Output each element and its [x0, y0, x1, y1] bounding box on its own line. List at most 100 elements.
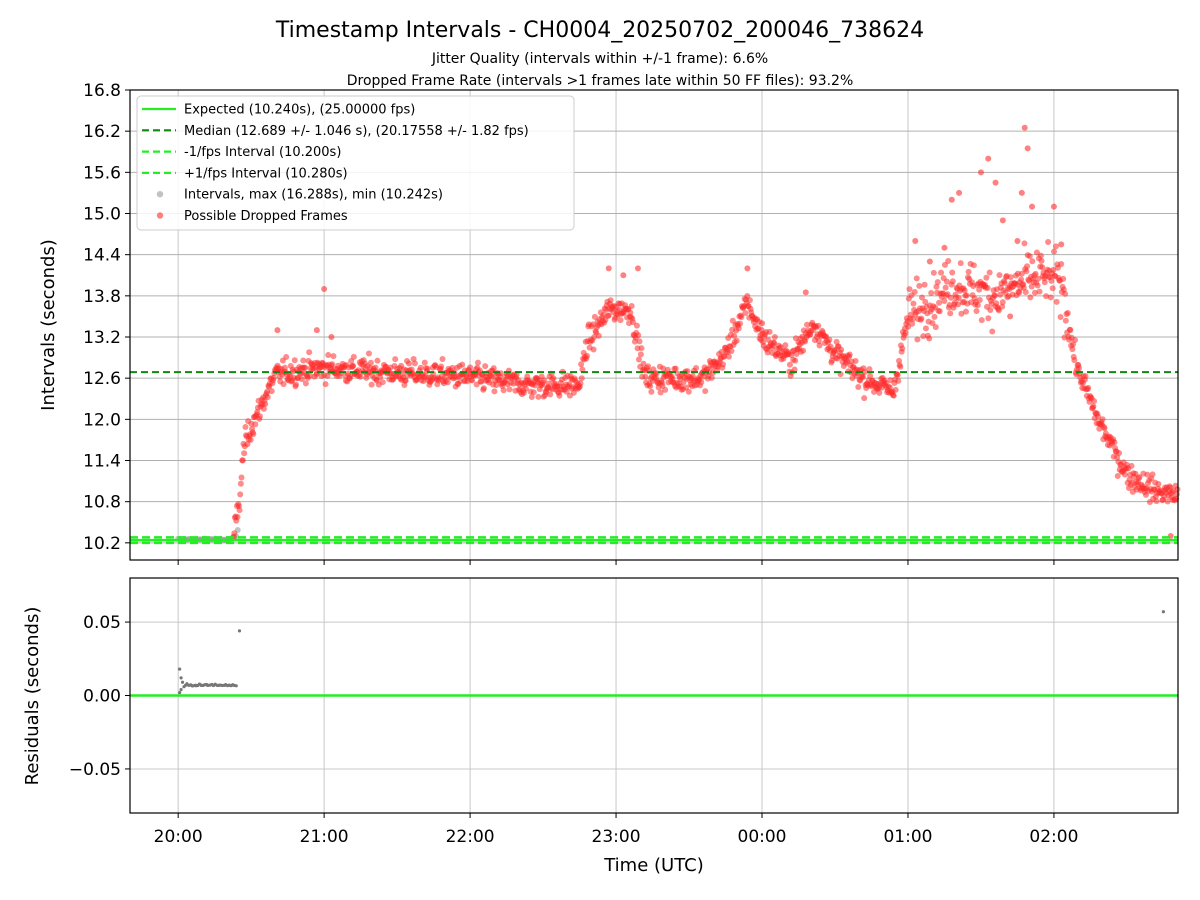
dropped-frame-point: [607, 297, 614, 304]
dropped-frame-point: [947, 310, 954, 317]
residual-point: [178, 667, 182, 671]
residual-point: [1161, 610, 1166, 614]
dropped-frame-point: [1164, 498, 1171, 505]
dropped-frame-point: [638, 345, 645, 352]
residuals-y-tick-label: 0.05: [83, 613, 121, 633]
dropped-frame-point: [1099, 416, 1106, 423]
dropped-frame-point: [685, 388, 692, 395]
dropped-frame-point: [733, 337, 740, 344]
dropped-frame-outlier-point: [985, 155, 992, 162]
dropped-frame-point: [855, 384, 862, 391]
dropped-frame-point: [791, 366, 798, 373]
dropped-frame-point: [350, 353, 357, 360]
dropped-frame-point: [590, 346, 597, 353]
dropped-frame-point: [963, 292, 970, 299]
dropped-frame-rate-subtitle: Dropped Frame Rate (intervals >1 frames …: [347, 73, 854, 89]
dropped-frame-outlier-point: [1024, 145, 1031, 152]
x-tick-label: 00:00: [738, 827, 787, 847]
chart-title: Timestamp Intervals - CH0004_20250702_20…: [275, 18, 924, 43]
intervals-y-tick-label: 13.8: [83, 287, 121, 307]
legend-marker: [156, 212, 164, 219]
dropped-frame-point: [1082, 373, 1089, 380]
dropped-frame-point: [1023, 268, 1030, 275]
dropped-frame-outlier-point: [1014, 237, 1021, 244]
dropped-frame-point: [528, 393, 535, 400]
dropped-frame-point: [984, 284, 991, 291]
dropped-frame-point: [584, 352, 591, 359]
dropped-frame-point: [1155, 481, 1162, 488]
dropped-frame-point: [322, 381, 329, 388]
dropped-frame-point: [718, 348, 725, 355]
dropped-frame-point: [1036, 288, 1043, 295]
dropped-frame-point: [595, 332, 602, 339]
dropped-frame-point: [1053, 298, 1060, 305]
residual-point: [178, 690, 182, 695]
x-tick-label: 01:00: [883, 827, 932, 847]
dropped-frame-point: [627, 309, 634, 316]
dropped-frame-point: [1072, 337, 1079, 344]
dropped-frame-point: [291, 357, 298, 364]
dropped-frame-point: [978, 317, 985, 324]
dropped-frame-point: [926, 335, 933, 342]
dropped-frame-point: [965, 268, 972, 275]
dropped-frame-point: [635, 332, 642, 339]
dropped-frame-point: [936, 308, 943, 315]
dropped-frame-point: [1021, 240, 1028, 247]
dropped-frame-point: [482, 363, 489, 370]
residuals-axis-ticks: 20:00 21:00 22:00 23:00 00:00 01:00 02:00 −0.05…: [69, 613, 1079, 847]
intervals-plot-frame: [129, 89, 1179, 561]
x-tick-label: 02:00: [1029, 827, 1078, 847]
dropped-frame-point: [329, 361, 336, 368]
dropped-frame-point: [547, 391, 554, 398]
dropped-frame-point: [298, 376, 305, 383]
dropped-frame-point: [640, 360, 647, 367]
dropped-frame-point: [392, 356, 399, 363]
dropped-frame-outlier-point: [802, 289, 809, 296]
dropped-frame-point: [932, 324, 939, 331]
dropped-frame-point: [1149, 471, 1156, 478]
dropped-frame-point: [467, 364, 474, 371]
dropped-frame-outlier-point: [1058, 241, 1065, 248]
intervals-reference-lines: [130, 371, 1178, 545]
dropped-frame-point: [374, 357, 381, 364]
dropped-frame-point: [1026, 253, 1033, 260]
dropped-frame-outlier-point: [1018, 189, 1025, 196]
dropped-frame-outlier-point: [999, 217, 1006, 224]
dropped-frame-point: [368, 381, 375, 388]
dropped-frame-point: [909, 316, 916, 323]
dropped-frame-point: [911, 288, 918, 295]
dropped-frame-point: [800, 347, 807, 354]
dropped-frame-point: [493, 382, 500, 389]
dropped-frame-point: [449, 364, 456, 371]
dropped-frame-point: [943, 278, 950, 285]
dropped-frame-point: [1090, 403, 1097, 410]
dropped-frame-point: [1062, 290, 1069, 297]
dropped-frame-point: [1064, 309, 1071, 316]
dropped-frame-point: [1029, 258, 1036, 265]
dropped-frame-point: [367, 359, 374, 366]
dropped-frame-point: [237, 480, 244, 487]
dropped-frame-point: [974, 302, 981, 309]
dropped-frame-point: [657, 389, 664, 396]
dropped-frame-point: [1035, 275, 1042, 282]
dropped-frame-point: [1060, 275, 1067, 282]
dropped-frame-point: [237, 491, 244, 498]
dropped-frame-point: [357, 373, 364, 380]
dropped-frame-point: [949, 278, 956, 285]
dropped-frame-point: [899, 345, 906, 352]
residuals-y-axis-label: Residuals (seconds): [22, 607, 43, 786]
intervals-y-tick-label: 15.0: [83, 205, 121, 225]
dropped-frame-point: [239, 457, 246, 464]
dropped-frame-point: [1049, 285, 1056, 292]
dropped-frame-outlier-point: [620, 272, 627, 279]
dropped-frame-point: [922, 298, 929, 305]
dropped-frame-point: [350, 362, 357, 369]
dropped-frame-point: [918, 315, 925, 322]
dropped-frame-point: [1024, 263, 1031, 270]
dropped-frame-point: [929, 320, 936, 327]
dropped-frame-point: [1057, 314, 1064, 321]
dropped-frame-point: [1071, 357, 1078, 364]
dropped-frame-point: [920, 333, 927, 340]
dropped-frame-point: [1062, 317, 1069, 324]
dropped-frame-point: [738, 314, 745, 321]
